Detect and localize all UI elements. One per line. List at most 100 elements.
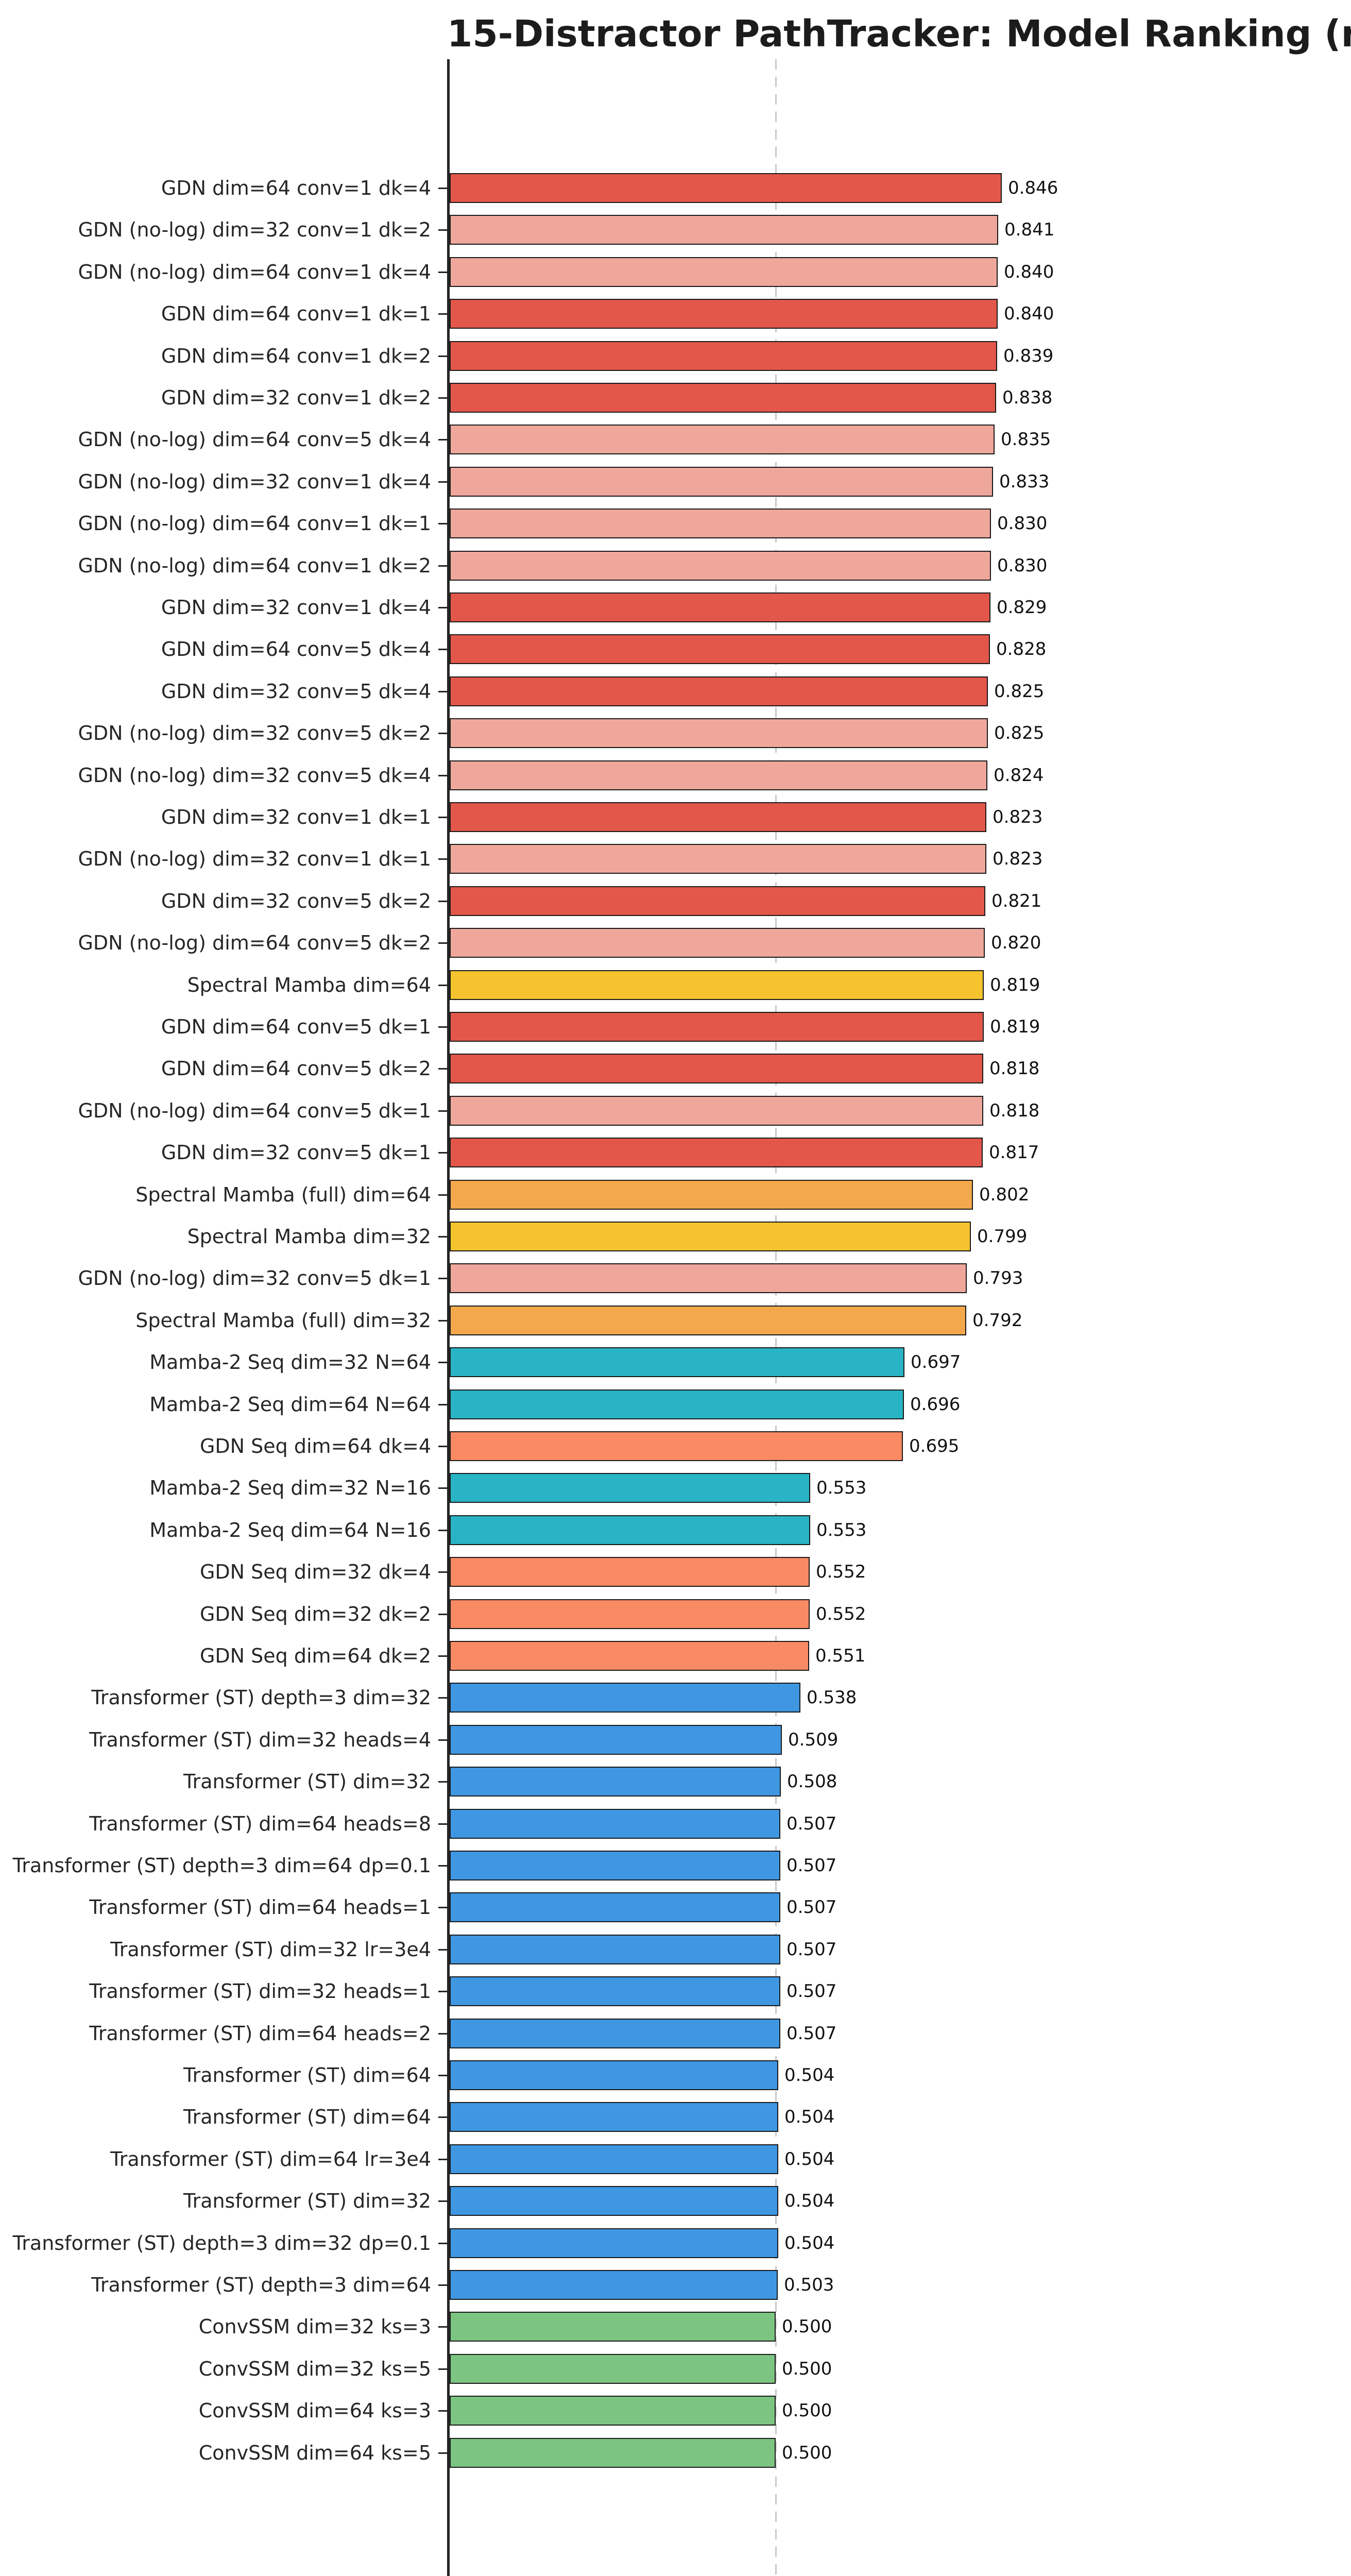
- bar-value-label: 0.823: [993, 807, 1043, 827]
- y-axis-category-label: GDN dim=64 conv=1 dk=1: [161, 302, 431, 325]
- bar: [450, 1054, 983, 1083]
- y-tick-mark: [438, 2326, 447, 2328]
- bar-value-label: 0.818: [989, 1100, 1040, 1121]
- y-tick-mark: [438, 1823, 447, 1825]
- y-axis-category-label: ConvSSM dim=32 ks=3: [198, 2315, 431, 2338]
- y-tick-mark: [438, 272, 447, 273]
- plot-area: 0.846 GDN dim=64 conv=1 dk=4 0.841 GDN (no-…: [13, 59, 1058, 2576]
- bar-value-label: 0.553: [816, 1478, 867, 1498]
- y-tick-mark: [438, 1236, 447, 1238]
- y-axis-category-label: Transformer (ST) dim=32 lr=3e4: [110, 1938, 431, 1961]
- y-tick-mark: [438, 1655, 447, 1657]
- y-axis-category-label: GDN dim=64 conv=5 dk=4: [161, 638, 431, 660]
- y-axis-category-label: GDN (no-log) dim=64 conv=5 dk=2: [78, 931, 431, 954]
- bar-value-label: 0.504: [784, 2107, 835, 2127]
- bar: [450, 509, 991, 538]
- y-axis-category-label: Mamba-2 Seq dim=64 N=16: [149, 1519, 431, 1541]
- bar-value-label: 0.507: [786, 1981, 837, 2002]
- y-tick-mark: [438, 1362, 447, 1363]
- bar: [450, 1641, 809, 1671]
- bar: [450, 1725, 782, 1755]
- y-tick-mark: [438, 942, 447, 944]
- y-axis-category-label: GDN dim=64 conv=5 dk=2: [161, 1057, 431, 1080]
- y-axis-category-label: GDN (no-log) dim=64 conv=1 dk=4: [78, 261, 431, 283]
- y-tick-mark: [438, 523, 447, 524]
- bar-value-label: 0.833: [999, 471, 1050, 492]
- bar: [450, 383, 996, 413]
- bar: [450, 1180, 973, 1210]
- bar: [450, 467, 993, 497]
- bar: [450, 341, 997, 371]
- bar-value-label: 0.823: [993, 849, 1043, 869]
- y-axis-category-label: GDN Seq dim=64 dk=4: [199, 1435, 431, 1458]
- bar-value-label: 0.500: [782, 2316, 832, 2337]
- bar-value-label: 0.824: [994, 765, 1044, 786]
- bar: [450, 1306, 966, 1335]
- y-tick-mark: [438, 1446, 447, 1447]
- y-tick-mark: [438, 1278, 447, 1279]
- bar: [450, 1012, 984, 1042]
- bar-value-label: 0.504: [784, 2191, 835, 2211]
- bar: [450, 718, 988, 748]
- y-tick-mark: [438, 1739, 447, 1741]
- bar: [450, 2102, 778, 2132]
- bar: [450, 1557, 810, 1587]
- y-tick-mark: [438, 355, 447, 357]
- bar: [450, 970, 984, 1000]
- y-tick-mark: [438, 229, 447, 231]
- y-tick-mark: [438, 1697, 447, 1699]
- y-tick-mark: [438, 1614, 447, 1615]
- bar-value-label: 0.841: [1004, 219, 1055, 240]
- y-axis-category-label: GDN (no-log) dim=64 conv=1 dk=1: [78, 512, 431, 535]
- y-axis-category-label: Transformer (ST) depth=3 dim=64 dp=0.1: [12, 1854, 431, 1877]
- bar-value-label: 0.821: [991, 891, 1042, 911]
- bar-value-label: 0.507: [786, 1939, 837, 1960]
- bar-value-label: 0.825: [994, 723, 1045, 743]
- y-axis-category-label: GDN dim=64 conv=1 dk=2: [161, 345, 431, 367]
- bar: [450, 1892, 780, 1922]
- bar-value-label: 0.830: [997, 555, 1048, 576]
- bar-value-label: 0.825: [994, 681, 1045, 702]
- bar: [450, 551, 991, 581]
- y-axis-category-label: GDN dim=32 conv=1 dk=1: [161, 806, 431, 828]
- bar-value-label: 0.509: [788, 1730, 839, 1750]
- y-axis-category-label: GDN dim=32 conv=5 dk=4: [161, 680, 431, 703]
- y-tick-mark: [438, 1152, 447, 1154]
- bar-value-label: 0.504: [784, 2233, 835, 2253]
- bar: [450, 1431, 903, 1461]
- bar: [450, 2228, 778, 2258]
- bar: [450, 425, 995, 454]
- bar: [450, 1683, 800, 1713]
- y-tick-mark: [438, 2116, 447, 2118]
- bar-value-label: 0.504: [784, 2149, 835, 2170]
- y-axis-category-label: GDN (no-log) dim=32 conv=5 dk=4: [78, 764, 431, 787]
- bar-value-label: 0.840: [1004, 303, 1054, 324]
- bar-value-label: 0.817: [989, 1142, 1039, 1163]
- y-axis-category-label: Transformer (ST) depth=3 dim=32: [91, 1686, 431, 1709]
- y-tick-mark: [438, 2243, 447, 2244]
- bar: [450, 1473, 810, 1503]
- bar: [450, 2354, 776, 2384]
- y-axis-category-label: Transformer (ST) dim=64 heads=2: [89, 2022, 431, 2045]
- bar: [450, 299, 998, 329]
- bar: [450, 2270, 778, 2300]
- y-tick-mark: [438, 691, 447, 692]
- y-axis-category-label: Mamba-2 Seq dim=32 N=64: [149, 1351, 431, 1374]
- bar-value-label: 0.507: [786, 1814, 837, 1834]
- bar-value-label: 0.500: [782, 2400, 832, 2421]
- y-axis-category-label: GDN (no-log) dim=64 conv=5 dk=4: [78, 428, 431, 451]
- bar: [450, 634, 990, 664]
- y-axis-category-label: Spectral Mamba (full) dim=32: [135, 1309, 431, 1332]
- y-axis-category-label: GDN (no-log) dim=64 conv=1 dk=2: [78, 554, 431, 577]
- bar-value-label: 0.799: [977, 1226, 1028, 1247]
- y-axis-category-label: Transformer (ST) dim=32: [183, 1770, 431, 1793]
- bar: [450, 1935, 780, 1964]
- bar: [450, 802, 986, 832]
- y-axis-category-label: GDN Seq dim=32 dk=4: [199, 1561, 431, 1583]
- y-tick-mark: [438, 901, 447, 902]
- bar-value-label: 0.538: [807, 1687, 857, 1708]
- y-tick-mark: [438, 733, 447, 734]
- bar-value-label: 0.846: [1008, 178, 1058, 198]
- bar: [450, 886, 985, 916]
- bar: [450, 1138, 983, 1167]
